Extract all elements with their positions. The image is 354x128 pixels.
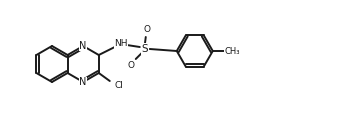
Text: O: O bbox=[143, 24, 150, 34]
Text: S: S bbox=[142, 44, 148, 54]
Text: N: N bbox=[80, 77, 87, 87]
Text: N: N bbox=[80, 41, 87, 51]
Text: NH: NH bbox=[114, 40, 127, 49]
Text: Cl: Cl bbox=[114, 82, 123, 90]
Text: O: O bbox=[127, 61, 134, 71]
Text: CH₃: CH₃ bbox=[224, 46, 240, 56]
